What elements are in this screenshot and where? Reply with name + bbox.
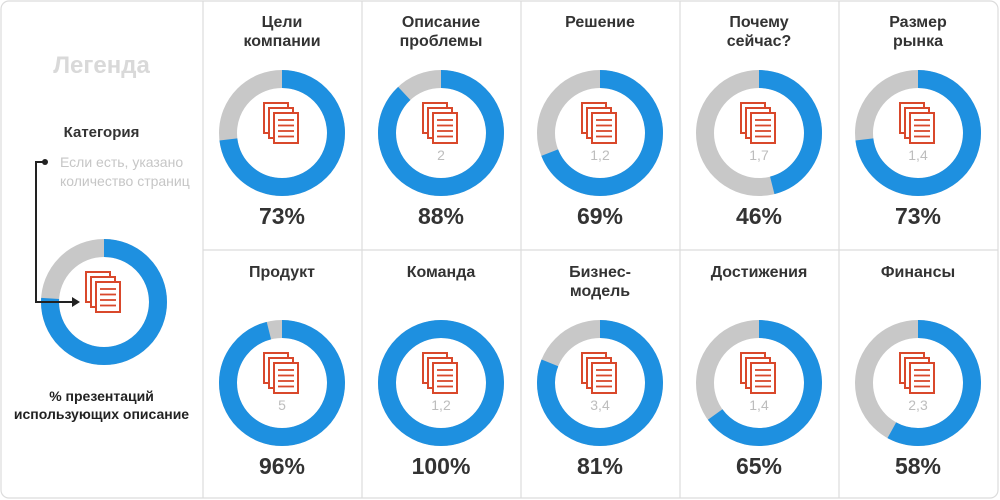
document-stack-icon: [422, 102, 458, 144]
legend-panel: Легенда Категория Если есть, указано кол…: [0, 0, 203, 500]
category-cell: Продукт 5 96%: [204, 250, 360, 500]
category-cell: Размер рынка 1,4 73%: [840, 0, 996, 250]
donut-chart: 2,3: [855, 320, 981, 446]
document-stack-icon: [263, 102, 299, 144]
category-title: Почему сейчас?: [726, 14, 792, 50]
donut-arc: [855, 320, 981, 446]
document-stack-icon: [899, 352, 935, 394]
page-count-label: 5: [278, 397, 286, 413]
percent-label: 81%: [576, 453, 624, 479]
donut-arc: [378, 70, 504, 196]
page-count-label: 2,3: [908, 397, 928, 413]
percent-label: 96%: [258, 453, 306, 479]
legend-pages-note: Если есть, указано количество страниц: [60, 154, 190, 189]
category-title: Продукт: [249, 264, 315, 281]
category-title: Размер рынка: [889, 14, 947, 50]
percent-label: 69%: [576, 203, 624, 229]
category-title: Решение: [565, 14, 635, 31]
category-title: Цели компании: [243, 14, 321, 50]
percent-label: 73%: [258, 203, 306, 229]
document-stack-icon: [740, 102, 776, 144]
category-title: Финансы: [880, 264, 956, 281]
category-cell: Цели компании 73%: [204, 0, 360, 250]
donut-chart: 5: [219, 320, 345, 446]
donut-arc: [696, 70, 822, 196]
document-stack-icon: [85, 271, 121, 313]
donut-chart: 1,4: [855, 70, 981, 196]
category-cell: Достижения 1,4 65%: [681, 250, 837, 500]
category-cell: Финансы 2,3 58%: [840, 250, 996, 500]
page-count-label: 1,4: [749, 397, 769, 413]
category-title: Бизнес-модель: [569, 264, 631, 300]
donut-arc: [378, 320, 504, 446]
page-count-label: 1,7: [749, 147, 769, 163]
donut-arc: [696, 320, 822, 446]
donut-arc: [219, 70, 345, 196]
category-cell: Описание проблемы 2 88%: [363, 0, 519, 250]
percent-label: 88%: [417, 203, 465, 229]
legend-category-label: Категория: [63, 124, 140, 141]
percent-label: 73%: [894, 203, 942, 229]
percent-label: 46%: [735, 203, 783, 229]
page-count-label: 1,2: [590, 147, 610, 163]
page-count-label: 3,4: [590, 397, 610, 413]
category-title: Описание проблемы: [399, 14, 483, 50]
donut-arc: [855, 70, 981, 196]
page-count-label: 1,2: [431, 397, 451, 413]
donut-chart: 1,7: [696, 70, 822, 196]
percent-label: 100%: [411, 453, 471, 479]
document-stack-icon: [899, 102, 935, 144]
category-cell: Команда 1,2 100%: [363, 250, 519, 500]
document-stack-icon: [581, 102, 617, 144]
donut-chart: 1,2: [537, 70, 663, 196]
donut-chart: 1,4: [696, 320, 822, 446]
donut-chart: 1,2: [378, 320, 504, 446]
legend-arrow: [35, 159, 80, 307]
donut-chart: 3,4: [537, 320, 663, 446]
donut-chart: 2: [378, 70, 504, 196]
legend-title: Легенда: [53, 52, 150, 79]
category-title: Команда: [406, 264, 476, 281]
document-stack-icon: [581, 352, 617, 394]
category-cell: Почему сейчас? 1,7 46%: [681, 0, 837, 250]
percent-label: 65%: [735, 453, 783, 479]
donut-arc: [537, 70, 663, 196]
donut-chart: [219, 70, 345, 196]
percent-label: 58%: [894, 453, 942, 479]
legend-percent-caption: % презентаций использующих описание: [13, 388, 190, 422]
category-cell: Бизнес-модель 3,4 81%: [522, 250, 678, 500]
category-title: Достижения: [710, 264, 808, 281]
page-count-label: 2: [437, 147, 445, 163]
document-stack-icon: [263, 352, 299, 394]
category-cell: Решение 1,2 69%: [522, 0, 678, 250]
donut-arc: [219, 320, 345, 446]
donut-arc: [537, 320, 663, 446]
document-stack-icon: [740, 352, 776, 394]
document-stack-icon: [422, 352, 458, 394]
page-count-label: 1,4: [908, 147, 928, 163]
